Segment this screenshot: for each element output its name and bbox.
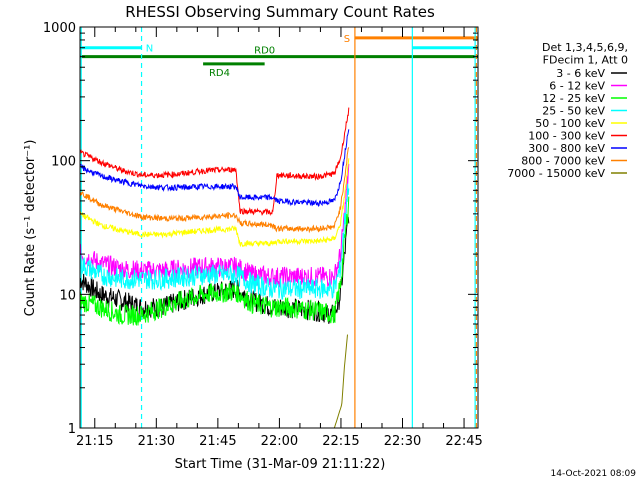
flag-label: RD0 (254, 46, 275, 57)
y-tick-label: 1000 (43, 21, 76, 36)
legend-entry: 12 - 25 keV (542, 92, 605, 105)
legend: Det 1,3,4,5,6,9,FDecim 1, Att 03 - 6 keV… (507, 41, 628, 180)
flag-label: N (146, 44, 153, 55)
x-tick-label: 21:45 (199, 434, 236, 449)
legend-entry: 3 - 6 keV (556, 67, 605, 80)
x-tick-label: 22:15 (322, 434, 359, 449)
vlines-layer (80, 27, 477, 428)
x-tick-label: 22:00 (261, 434, 298, 449)
legend-header: FDecim 1, Att 0 (543, 54, 628, 67)
flag-label: RD4 (209, 68, 230, 79)
flag-label: S (344, 34, 350, 45)
chart-title: RHESSI Observing Summary Count Rates (125, 3, 435, 21)
flags-layer: N S RD0 RD4 (80, 34, 478, 79)
legend-entry: 300 - 800 keV (528, 142, 605, 155)
y-tick-label: 1 (68, 422, 76, 437)
series-line (79, 107, 350, 217)
y-axis-label: Count Rate (s⁻¹ detector⁻¹) (23, 140, 38, 317)
x-tick-label: 21:30 (138, 434, 175, 449)
series-line (79, 183, 350, 300)
legend-entry: 6 - 12 keV (549, 80, 605, 93)
legend-entry: 800 - 7000 keV (521, 155, 605, 168)
legend-entry: 50 - 100 keV (535, 117, 605, 130)
x-tick-label: 22:30 (384, 434, 421, 449)
x-axis-label: Start Time (31-Mar-09 21:11:22) (175, 457, 386, 472)
y-tick-label: 10 (59, 288, 76, 303)
legend-entry: 100 - 300 keV (528, 130, 605, 143)
x-tick-label: 21:15 (76, 434, 113, 449)
legend-entry: 25 - 50 keV (542, 105, 605, 118)
footer-timestamp: 14-Oct-2021 08:09 (551, 469, 637, 479)
series-line (79, 158, 350, 248)
axes-layer: 1 10 100 1000 21:15 21:30 21:45 22:00 22:15 22:30… (43, 21, 483, 449)
x-tick-label: 22:45 (445, 434, 482, 449)
series-layer (79, 107, 350, 429)
y-tick-label: 100 (51, 155, 76, 170)
legend-header: Det 1,3,4,5,6,9, (542, 41, 628, 54)
series-line (79, 129, 350, 207)
series-line (79, 196, 350, 327)
series-line (79, 147, 350, 234)
legend-entry: 7000 - 15000 keV (507, 167, 605, 180)
series-line (190, 334, 348, 429)
